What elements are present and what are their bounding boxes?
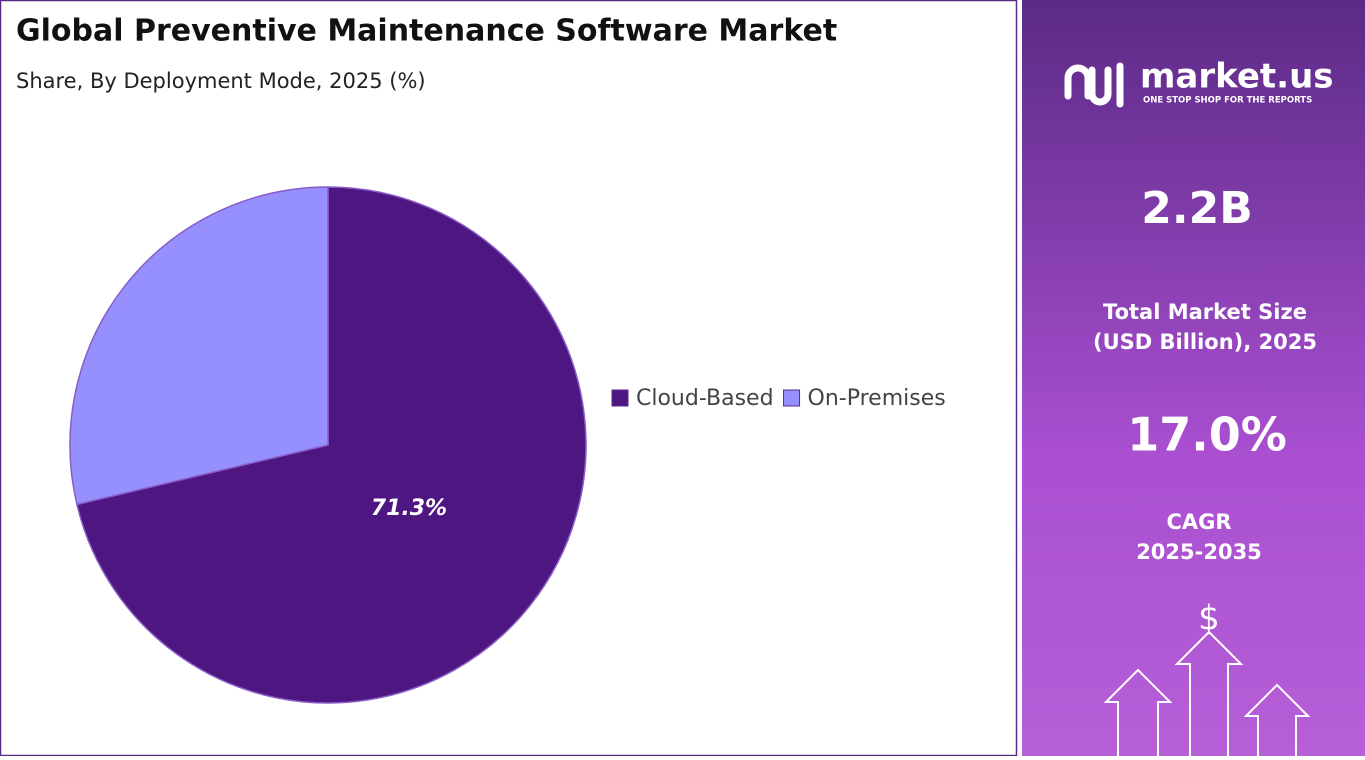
side-panel (1022, 0, 1365, 756)
legend-label: Cloud-Based (636, 386, 774, 411)
market-size-label: Total Market Size (1103, 300, 1307, 324)
cagr: 17.0% (1127, 408, 1287, 462)
data-label: 71.3% (371, 496, 447, 521)
legend-swatch (611, 389, 629, 407)
cagr-label: CAGR (1166, 510, 1231, 534)
logo (1064, 62, 1124, 108)
dollar-icon: $ (1198, 599, 1220, 639)
legend-swatch (783, 389, 801, 407)
pie-slice (69, 186, 329, 506)
cagr-label: 2025-2035 (1136, 540, 1262, 564)
legend-label: On-Premises (808, 386, 946, 411)
chart-subtitle: Share, By Deployment Mode, 2025 (%) (16, 69, 426, 93)
pie-slice (76, 186, 587, 704)
tagline: ONE STOP SHOP FOR THE REPORTS (1143, 96, 1312, 106)
arrows-icon (1103, 630, 1311, 756)
market-size-label: (USD Billion), 2025 (1093, 330, 1317, 354)
market-size: 2.2B (1141, 183, 1252, 234)
brand: market.us (1140, 57, 1334, 97)
chart-title: Global Preventive Maintenance Software M… (16, 14, 837, 49)
